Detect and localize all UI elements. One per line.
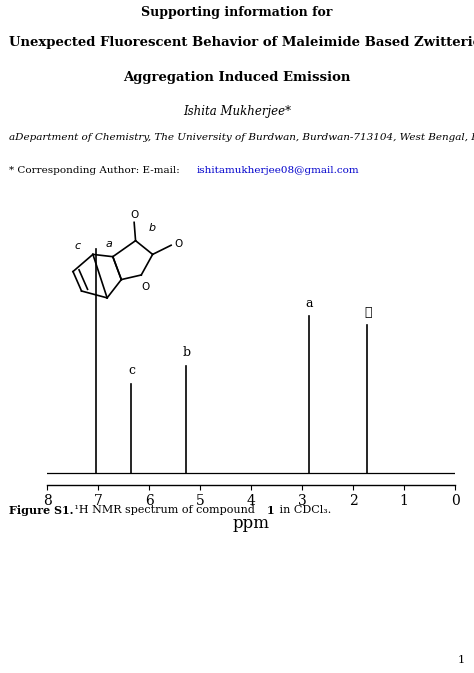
Text: O: O: [141, 282, 150, 292]
Text: 1: 1: [457, 655, 465, 664]
Text: O: O: [174, 239, 182, 249]
Text: Ishita Mukherjee*: Ishita Mukherjee*: [183, 105, 291, 118]
X-axis label: ppm: ppm: [233, 516, 270, 532]
Text: ¹H NMR spectrum of compound: ¹H NMR spectrum of compound: [71, 505, 258, 515]
Text: 1: 1: [266, 505, 274, 516]
Text: c: c: [74, 241, 80, 251]
Text: aDepartment of Chemistry, The University of Burdwan, Burdwan-713104, West Bengal: aDepartment of Chemistry, The University…: [9, 133, 474, 142]
Text: a: a: [105, 239, 112, 249]
Text: Supporting information for: Supporting information for: [141, 6, 333, 19]
Text: Figure S1.: Figure S1.: [9, 505, 74, 516]
Text: in CDCl₃.: in CDCl₃.: [276, 505, 331, 515]
Text: b: b: [149, 223, 156, 233]
Text: Unexpected Fluorescent Behavior of Maleimide Based Zwitterionic Molecule:: Unexpected Fluorescent Behavior of Malei…: [9, 36, 474, 49]
Text: Aggregation Induced Emission: Aggregation Induced Emission: [123, 71, 351, 83]
Text: ishitamukherjee08@gmail.com: ishitamukherjee08@gmail.com: [197, 166, 359, 174]
Text: * Corresponding Author: E-mail:: * Corresponding Author: E-mail:: [9, 166, 183, 174]
Text: ★: ★: [365, 306, 372, 318]
Text: b: b: [183, 346, 191, 359]
Text: O: O: [130, 210, 138, 220]
Text: a: a: [306, 297, 313, 310]
Text: c: c: [128, 364, 136, 377]
